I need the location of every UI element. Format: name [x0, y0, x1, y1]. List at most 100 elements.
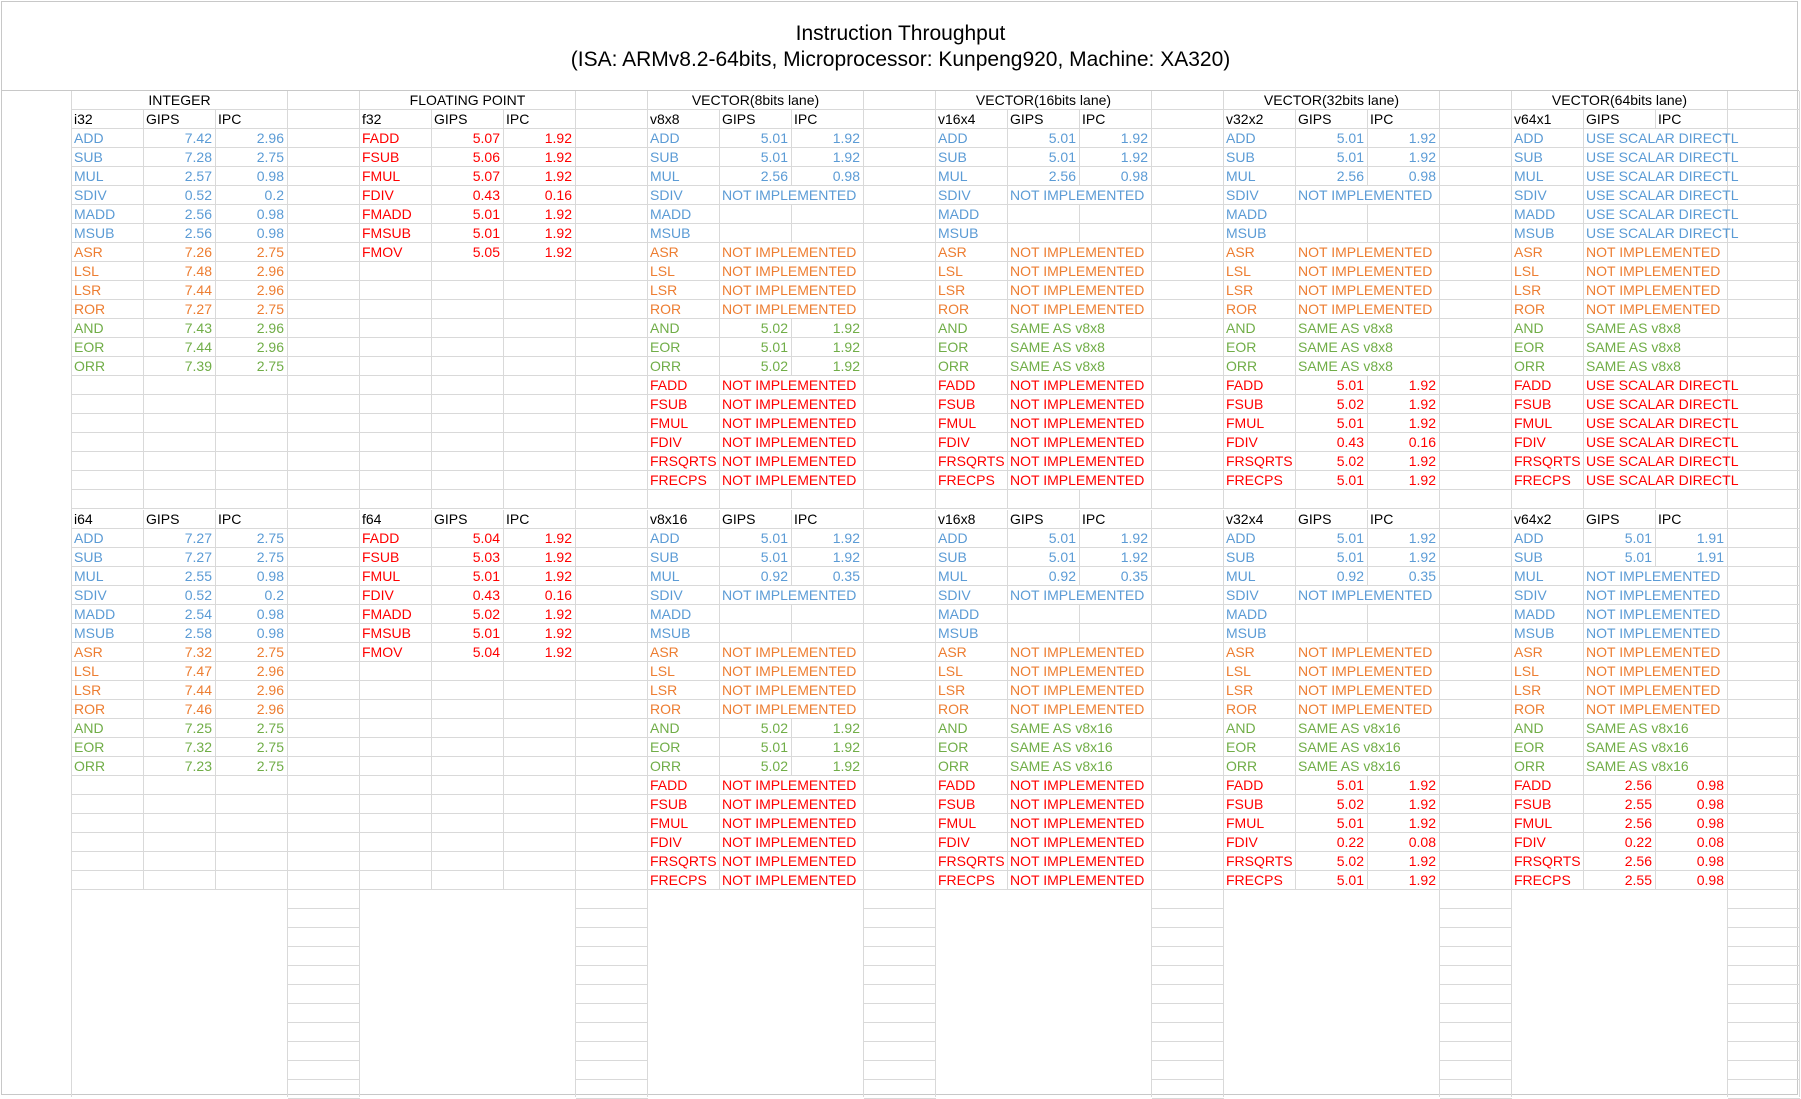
spacer-cell[interactable]: [288, 814, 360, 833]
op-name-cell[interactable]: EOR: [1512, 738, 1584, 757]
ipc-cell[interactable]: [1656, 433, 1728, 452]
spacer-cell[interactable]: [576, 529, 648, 548]
empty-cell[interactable]: [360, 452, 432, 471]
status-text-cell[interactable]: NOT IMPLEMENTED: [1008, 377, 1145, 395]
ipc-cell[interactable]: 1.91: [1656, 529, 1728, 548]
ipc-cell[interactable]: 1.92: [1368, 795, 1440, 814]
spacer-cell[interactable]: [288, 605, 360, 624]
spacer-cell[interactable]: [864, 205, 936, 224]
spacer-cell[interactable]: [1440, 224, 1512, 243]
spacer-cell[interactable]: [1440, 376, 1512, 395]
op-name-cell[interactable]: ADD: [1224, 529, 1296, 548]
ipc-cell[interactable]: [792, 700, 864, 719]
gips-cell[interactable]: 5.01: [1008, 148, 1080, 167]
spacer-cell[interactable]: [1728, 567, 1800, 586]
gips-cell[interactable]: 7.46: [144, 700, 216, 719]
op-name-cell[interactable]: MUL: [648, 167, 720, 186]
op-name-cell[interactable]: FMOV: [360, 643, 432, 662]
ipc-cell[interactable]: 2.75: [216, 529, 288, 548]
spacer-cell[interactable]: [1152, 700, 1224, 719]
op-name-cell[interactable]: FADD: [648, 376, 720, 395]
spacer-cell[interactable]: [864, 433, 936, 452]
empty-cell[interactable]: [216, 814, 288, 833]
status-text-cell[interactable]: NOT IMPLEMENTED: [720, 377, 857, 395]
group-header[interactable]: VECTOR(16bits lane): [936, 91, 1152, 110]
gips-cell[interactable]: 5.01: [720, 148, 792, 167]
gips-cell[interactable]: 7.43: [144, 319, 216, 338]
spacer-cell[interactable]: [1440, 795, 1512, 814]
ipc-header[interactable]: IPC: [1080, 510, 1152, 529]
op-name-cell[interactable]: FSUB: [648, 395, 720, 414]
op-name-cell[interactable]: AND: [648, 319, 720, 338]
empty-cell[interactable]: [360, 795, 432, 814]
op-name-cell[interactable]: ASR: [648, 643, 720, 662]
ipc-cell[interactable]: [1368, 757, 1440, 776]
spacer-cell[interactable]: [864, 338, 936, 357]
ipc-cell[interactable]: 1.92: [504, 129, 576, 148]
op-name-cell[interactable]: SUB: [72, 148, 144, 167]
status-text-cell[interactable]: NOT IMPLEMENTED: [720, 701, 857, 719]
spacer-cell[interactable]: [288, 205, 360, 224]
spacer-cell[interactable]: [576, 224, 648, 243]
empty-cell[interactable]: [432, 719, 504, 738]
op-name-cell[interactable]: FRECPS: [648, 871, 720, 890]
op-name-cell[interactable]: FMUL: [1224, 414, 1296, 433]
ipc-cell[interactable]: 2.96: [216, 319, 288, 338]
op-name-cell[interactable]: MUL: [72, 567, 144, 586]
spacer-cell[interactable]: [288, 757, 360, 776]
status-text-cell[interactable]: SAME AS v8x8: [1008, 358, 1105, 376]
op-name-cell[interactable]: FRSQRTS: [936, 852, 1008, 871]
ipc-cell[interactable]: 0.98: [1368, 167, 1440, 186]
spacer-cell[interactable]: [288, 357, 360, 376]
op-name-cell[interactable]: LSL: [72, 262, 144, 281]
status-text-cell[interactable]: NOT IMPLEMENTED: [1584, 682, 1721, 700]
op-name-cell[interactable]: FMUL: [1512, 814, 1584, 833]
gips-cell[interactable]: 5.01: [1008, 548, 1080, 567]
gips-header[interactable]: GIPS: [1296, 110, 1368, 129]
spacer-cell[interactable]: [864, 376, 936, 395]
ipc-cell[interactable]: 2.96: [216, 281, 288, 300]
empty-cell[interactable]: [360, 395, 432, 414]
block-type-label[interactable]: f64: [360, 510, 432, 529]
spacer-cell[interactable]: [576, 205, 648, 224]
gips-cell[interactable]: 5.01: [432, 624, 504, 643]
ipc-cell[interactable]: 0.98: [216, 624, 288, 643]
ipc-cell[interactable]: [1080, 624, 1152, 643]
spacer-cell[interactable]: [1728, 795, 1800, 814]
empty-cell[interactable]: [504, 776, 576, 795]
group-header[interactable]: VECTOR(64bits lane): [1512, 91, 1728, 110]
gips-cell[interactable]: 5.01: [1296, 776, 1368, 795]
gips-cell[interactable]: 5.07: [432, 129, 504, 148]
empty-cell[interactable]: [432, 814, 504, 833]
op-name-cell[interactable]: FADD: [360, 529, 432, 548]
spacer-cell[interactable]: [1440, 548, 1512, 567]
spacer-cell[interactable]: [864, 567, 936, 586]
ipc-cell[interactable]: 2.96: [216, 129, 288, 148]
group-header[interactable]: FLOATING POINT: [360, 91, 576, 110]
op-name-cell[interactable]: SDIV: [936, 586, 1008, 605]
empty-cell[interactable]: [216, 433, 288, 452]
gips-cell[interactable]: 5.01: [1296, 529, 1368, 548]
op-name-cell[interactable]: LSL: [648, 662, 720, 681]
empty-cell[interactable]: [936, 490, 1008, 509]
op-name-cell[interactable]: FSUB: [360, 548, 432, 567]
op-name-cell[interactable]: ORR: [936, 357, 1008, 376]
op-name-cell[interactable]: MUL: [1512, 167, 1584, 186]
gips-cell[interactable]: 7.27: [144, 548, 216, 567]
spacer-cell[interactable]: [1440, 91, 1512, 110]
op-name-cell[interactable]: ROR: [1512, 300, 1584, 319]
op-name-cell[interactable]: MUL: [936, 567, 1008, 586]
spacer-cell[interactable]: [1728, 300, 1800, 319]
gips-cell[interactable]: 5.07: [432, 167, 504, 186]
status-text-cell[interactable]: SAME AS v8x16: [1296, 720, 1401, 738]
ipc-cell[interactable]: [1656, 586, 1728, 605]
spacer-cell[interactable]: [1440, 243, 1512, 262]
op-name-cell[interactable]: LSR: [72, 681, 144, 700]
empty-cell[interactable]: [1152, 490, 1224, 509]
gips-cell[interactable]: 5.01: [1296, 148, 1368, 167]
gips-cell[interactable]: 5.01: [720, 548, 792, 567]
ipc-cell[interactable]: 1.92: [792, 719, 864, 738]
spacer-cell[interactable]: [288, 662, 360, 681]
ipc-cell[interactable]: [1080, 319, 1152, 338]
op-name-cell[interactable]: FMUL: [648, 814, 720, 833]
